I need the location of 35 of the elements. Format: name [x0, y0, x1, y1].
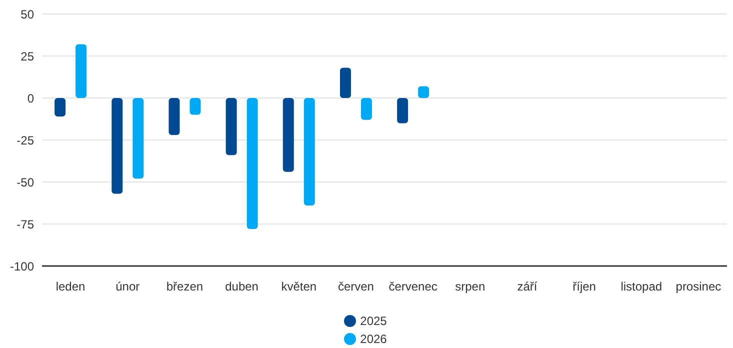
bar [112, 98, 123, 194]
bar [304, 98, 315, 206]
bar [76, 44, 87, 98]
bar [397, 98, 408, 124]
legend-label: 2025 [360, 314, 387, 328]
y-tick-label: -25 [16, 133, 34, 148]
bar [168, 98, 180, 135]
bar [282, 98, 294, 172]
x-tick-label: březen [166, 280, 204, 294]
x-tick-label: září [517, 280, 538, 294]
x-tick-label: prosinec [676, 280, 722, 294]
x-tick-label: červen [338, 280, 374, 294]
x-tick-label: duben [225, 280, 258, 294]
y-tick-label: -100 [10, 259, 34, 274]
bar [418, 86, 430, 98]
x-tick-label: listopad [620, 280, 662, 294]
y-tick-label: 25 [20, 49, 34, 64]
bar [226, 98, 237, 156]
x-tick-label: srpen [455, 280, 486, 294]
bar [54, 98, 66, 116]
bar [340, 68, 351, 98]
bar [360, 98, 372, 120]
y-tick-label: 50 [20, 7, 34, 22]
y-tick-label: 0 [27, 91, 34, 106]
bar [190, 98, 201, 115]
x-tick-label: květen [281, 280, 317, 294]
x-tick-label: červenec [388, 280, 438, 294]
y-tick-label: -50 [16, 175, 34, 190]
x-tick-label: říjen [572, 280, 596, 294]
bar [132, 98, 144, 179]
x-tick-label: leden [56, 280, 86, 294]
y-tick-label: -75 [16, 217, 34, 232]
bar [246, 98, 258, 230]
legend-label: 2026 [360, 332, 387, 346]
x-tick-label: únor [116, 280, 140, 294]
